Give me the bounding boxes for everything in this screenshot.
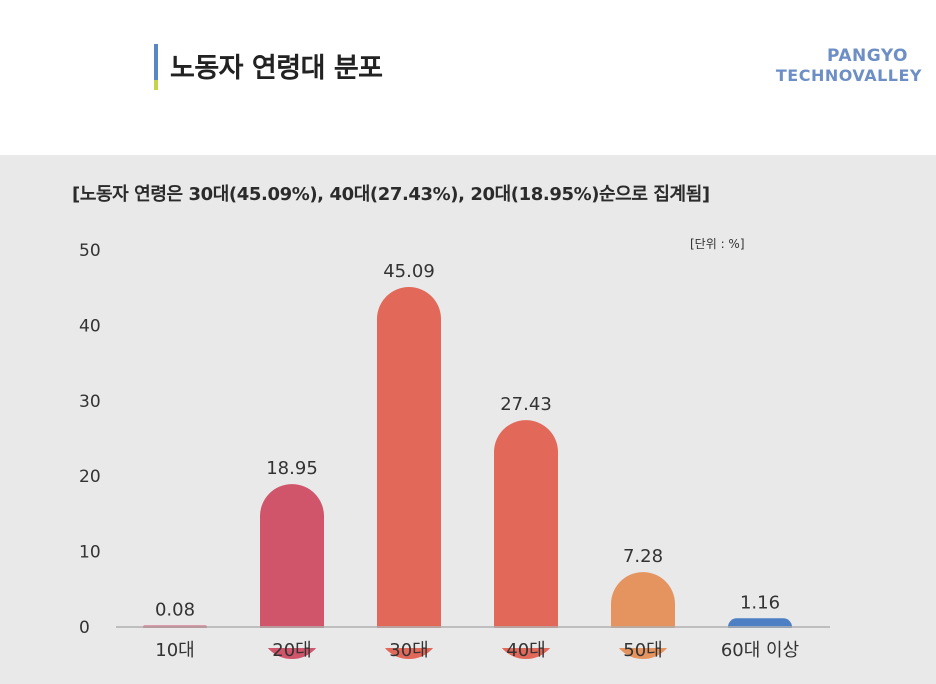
- pangyo-technovalley-logo: PANGYO TECHNOVALLEY: [740, 46, 922, 86]
- bar-2: [260, 484, 324, 659]
- bars: [116, 287, 830, 659]
- y-axis-ticks: 0 10 20 30 40 50: [79, 241, 101, 638]
- baseline-mask: [116, 628, 830, 648]
- y-tick-label: 40: [79, 316, 101, 336]
- value-label: 7.28: [623, 546, 663, 567]
- logo-line-1: PANGYO: [826, 46, 908, 66]
- y-tick-label: 50: [79, 241, 101, 261]
- title-accent-bar: [154, 44, 158, 80]
- y-tick-label: 10: [79, 543, 101, 563]
- logo-line-2: TECHNOVALLEY: [775, 66, 922, 85]
- x-category-label: 30대: [389, 640, 428, 661]
- value-label: 27.43: [500, 394, 552, 415]
- x-category-label: 20대: [272, 640, 311, 661]
- x-category-label: 50대: [623, 640, 662, 661]
- value-label: 45.09: [383, 261, 435, 282]
- bar-4: [494, 420, 558, 659]
- value-label: 18.95: [266, 458, 318, 479]
- title-accent-bar-green: [154, 80, 158, 90]
- y-tick-label: 20: [79, 467, 101, 487]
- x-category-label: 10대: [155, 640, 194, 661]
- value-label: 1.16: [740, 592, 780, 613]
- unit-label: [단위 : %]: [690, 237, 745, 251]
- x-category-label: 60대 이상: [721, 640, 799, 661]
- value-label: 0.08: [155, 600, 195, 621]
- y-tick-label: 30: [79, 392, 101, 412]
- header: 노동자 연령대 분포 PANGYO TECHNOVALLEY: [0, 0, 936, 155]
- x-category-label: 40대: [506, 640, 545, 661]
- x-axis-labels: 10대 20대 30대 40대 50대 60대 이상: [155, 640, 799, 661]
- chart-panel: [0, 155, 936, 684]
- value-labels: 0.08 18.95 45.09 27.43 7.28 1.16: [155, 261, 780, 620]
- page-title: 노동자 연령대 분포: [170, 53, 383, 84]
- chart-subtitle: [노동자 연령은 30대(45.09%), 40대(27.43%), 20대(1…: [72, 184, 710, 205]
- bar-3: [377, 287, 441, 659]
- y-tick-label: 0: [79, 618, 90, 638]
